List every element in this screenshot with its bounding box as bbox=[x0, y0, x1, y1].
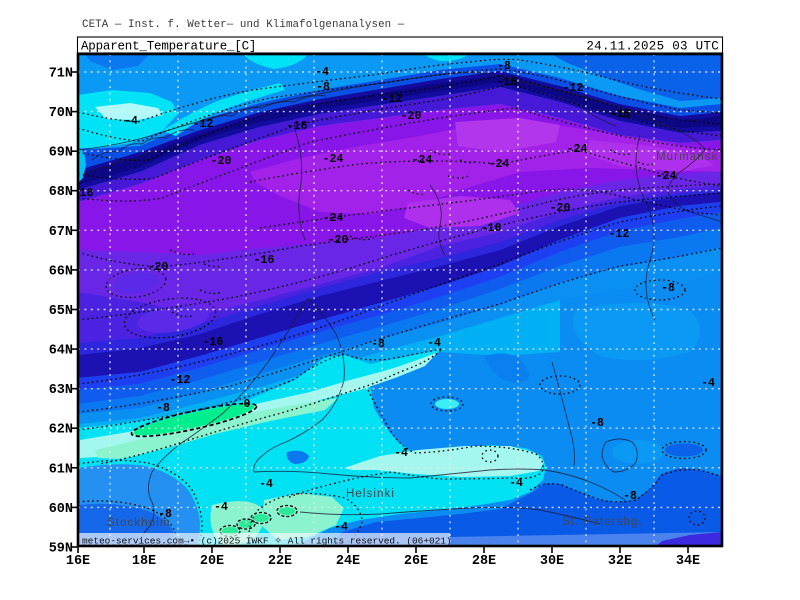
svg-text:Stockholm: Stockholm bbox=[107, 517, 171, 529]
svg-text:63N: 63N bbox=[49, 383, 73, 398]
svg-text:59N: 59N bbox=[49, 542, 73, 557]
svg-text:-16: -16 bbox=[497, 76, 518, 89]
svg-text:62N: 62N bbox=[49, 423, 73, 438]
svg-text:Helsinki: Helsinki bbox=[346, 488, 395, 500]
svg-text:-8: -8 bbox=[158, 508, 172, 521]
svg-text:-16: -16 bbox=[203, 336, 224, 349]
svg-text:-4: -4 bbox=[427, 337, 441, 350]
svg-text:Murmansk: Murmansk bbox=[656, 151, 718, 163]
svg-text:-4: -4 bbox=[509, 477, 523, 490]
svg-text:-20: -20 bbox=[328, 234, 349, 247]
svg-text:-4: -4 bbox=[214, 501, 228, 514]
svg-text:-4: -4 bbox=[315, 66, 329, 79]
svg-text:-20: -20 bbox=[148, 261, 169, 274]
svg-text:-12: -12 bbox=[170, 374, 191, 387]
svg-text:-16: -16 bbox=[610, 108, 631, 121]
svg-text:16E: 16E bbox=[66, 554, 90, 569]
svg-text:-8: -8 bbox=[316, 81, 330, 94]
svg-text:-24: -24 bbox=[489, 158, 510, 171]
svg-text:-24: -24 bbox=[323, 153, 344, 166]
svg-text:-24: -24 bbox=[323, 212, 344, 225]
svg-text:66N: 66N bbox=[49, 264, 73, 279]
svg-text:-8: -8 bbox=[156, 402, 170, 415]
svg-text:20E: 20E bbox=[200, 554, 224, 569]
svg-text:-4: -4 bbox=[701, 377, 715, 390]
svg-text:Apparent_Temperature_[C]: Apparent_Temperature_[C] bbox=[81, 40, 256, 54]
svg-text:-12: -12 bbox=[609, 228, 630, 241]
svg-text:-8: -8 bbox=[590, 417, 604, 430]
svg-text:-12: -12 bbox=[193, 118, 214, 131]
svg-text:64N: 64N bbox=[49, 344, 73, 359]
svg-text:71N: 71N bbox=[49, 67, 73, 82]
svg-text:18E: 18E bbox=[132, 554, 156, 569]
svg-text:69N: 69N bbox=[49, 146, 73, 161]
svg-text:60N: 60N bbox=[49, 502, 73, 517]
svg-text:26E: 26E bbox=[404, 554, 428, 569]
svg-text:68N: 68N bbox=[49, 185, 73, 200]
svg-text:32E: 32E bbox=[608, 554, 632, 569]
svg-text:-4: -4 bbox=[394, 447, 408, 460]
svg-text:-4: -4 bbox=[259, 478, 273, 491]
svg-text:-8: -8 bbox=[661, 282, 675, 295]
svg-text:24E: 24E bbox=[336, 554, 360, 569]
svg-text:34E: 34E bbox=[676, 554, 700, 569]
svg-text:-12: -12 bbox=[382, 93, 403, 106]
svg-text:65N: 65N bbox=[49, 304, 73, 319]
svg-text:-20: -20 bbox=[211, 155, 232, 168]
svg-text:St. Petersbg.: St. Petersbg. bbox=[562, 516, 643, 528]
svg-text:-20: -20 bbox=[550, 202, 571, 215]
svg-text:-16: -16 bbox=[481, 222, 502, 235]
svg-text:-16: -16 bbox=[254, 254, 275, 267]
svg-text:-20: -20 bbox=[401, 110, 422, 123]
svg-text:-24: -24 bbox=[656, 170, 677, 183]
svg-text:-8: -8 bbox=[371, 338, 385, 351]
svg-text:-8: -8 bbox=[623, 490, 637, 503]
svg-text:61N: 61N bbox=[49, 462, 73, 477]
svg-text:28E: 28E bbox=[472, 554, 496, 569]
svg-text:24.11.2025 03 UTC: 24.11.2025 03 UTC bbox=[586, 40, 719, 54]
svg-text:meteo-services.com→• (c)2025 I: meteo-services.com→• (c)2025 IWKF ✧ All … bbox=[82, 536, 452, 547]
svg-text:-4: -4 bbox=[124, 115, 138, 128]
svg-text:-24: -24 bbox=[567, 143, 588, 156]
svg-text:-8: -8 bbox=[497, 60, 511, 73]
svg-text:CETA — Inst. f. Wetter— und Kl: CETA — Inst. f. Wetter— und Klimafolgena… bbox=[82, 19, 405, 31]
svg-text:-16: -16 bbox=[287, 120, 308, 133]
svg-text:22E: 22E bbox=[268, 554, 292, 569]
svg-text:30E: 30E bbox=[540, 554, 564, 569]
svg-text:67N: 67N bbox=[49, 225, 73, 240]
svg-text:-18: -18 bbox=[73, 187, 94, 200]
svg-text:0: 0 bbox=[244, 398, 251, 411]
svg-text:-12: -12 bbox=[563, 82, 584, 95]
svg-text:-24: -24 bbox=[412, 154, 433, 167]
svg-text:70N: 70N bbox=[49, 106, 73, 121]
svg-text:-4: -4 bbox=[334, 521, 348, 534]
